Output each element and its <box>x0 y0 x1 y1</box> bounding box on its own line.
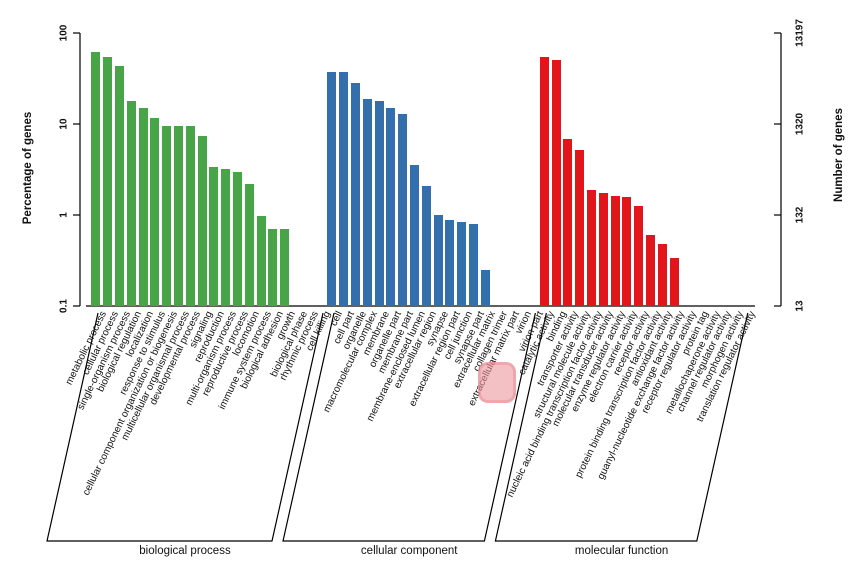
bar--binding <box>551 60 561 306</box>
bar--metabolic-process <box>91 51 101 306</box>
bar--transporter-activity <box>563 139 573 306</box>
bar--growth <box>280 229 290 306</box>
bar--molecular-transducer-activity <box>598 192 608 306</box>
category-label--biological-process: biological process <box>139 545 231 557</box>
bar--extracellular-region <box>421 185 431 306</box>
left-tick-label: 0.1 <box>58 299 70 313</box>
bar--antioxidant-activity <box>657 244 667 306</box>
bar--biological-adhesion <box>268 229 278 306</box>
bar--response-to-stimulus <box>150 118 160 306</box>
left-tick-label: 10 <box>58 118 70 130</box>
bar--extracellular-matrix <box>480 269 490 306</box>
right-tick-label: 132 <box>794 206 806 224</box>
bar--cellular-component-organization-or-biogenesis <box>162 126 172 306</box>
left-axis-title: Percentage of genes <box>22 111 34 225</box>
right-tick-label: 13197 <box>794 19 806 47</box>
bar--organelle-part <box>386 107 396 306</box>
right-tick-label: 1320 <box>794 112 806 136</box>
right-axis-title: Number of genes <box>833 108 845 202</box>
bar--membrane <box>374 100 384 306</box>
category-bracket--biological-process <box>46 312 324 542</box>
bar--synapse <box>433 215 443 306</box>
bar--guanyl-nucleotide-exchange-factor-activity <box>669 257 679 306</box>
bar--locomotion <box>244 183 254 306</box>
bar--extracellular-region-part <box>445 220 455 306</box>
category-bracket--cellular-component <box>282 312 536 542</box>
bar--structural-molecule-activity <box>575 149 585 306</box>
bar--cell-part <box>339 71 349 306</box>
bar--synapse-part <box>469 224 478 306</box>
bar--multi-organism-process <box>221 169 231 306</box>
bar--membrane-part <box>398 113 408 306</box>
left-tick-label: 1 <box>58 212 70 218</box>
bar--cellular-process <box>103 57 113 306</box>
bar--membrane-enclosed-lumen <box>410 165 419 306</box>
bar--single-organism-process <box>115 66 124 306</box>
bar--reproductive-process <box>233 171 242 306</box>
category-label--cellular-component: cellular component <box>360 545 458 557</box>
bar--nucleic-acid-binding-transcription-factor-activity <box>587 189 596 306</box>
bar--receptor-activity <box>634 205 644 306</box>
bar--enzyme-regulator-activity <box>610 195 620 306</box>
bar--cell <box>327 71 337 306</box>
bar--multicellular-organismal-process <box>174 126 183 306</box>
bar--electron-carrier-activity <box>622 197 632 306</box>
bar--localization <box>138 107 148 306</box>
bar--signaling <box>197 135 207 306</box>
category-label--molecular-function: molecular function <box>574 545 669 557</box>
bar--protein-binding-transcription-factor-activity <box>646 234 655 306</box>
bar--immune-system-process <box>256 216 266 306</box>
bar--organelle <box>351 83 360 306</box>
left-tick-label: 100 <box>58 24 70 42</box>
bar--developmental-process <box>185 126 195 306</box>
highlight-annotation <box>478 362 517 403</box>
bar--cell-junction <box>457 221 467 306</box>
right-tick-label: 13 <box>794 300 806 312</box>
bar--macromolecular-complex <box>362 99 372 306</box>
bar--reproduction <box>209 166 219 306</box>
bar--catalytic-activity <box>539 56 549 306</box>
category-bracket--molecular-function <box>494 312 749 542</box>
bar--biological-regulation <box>126 100 136 306</box>
